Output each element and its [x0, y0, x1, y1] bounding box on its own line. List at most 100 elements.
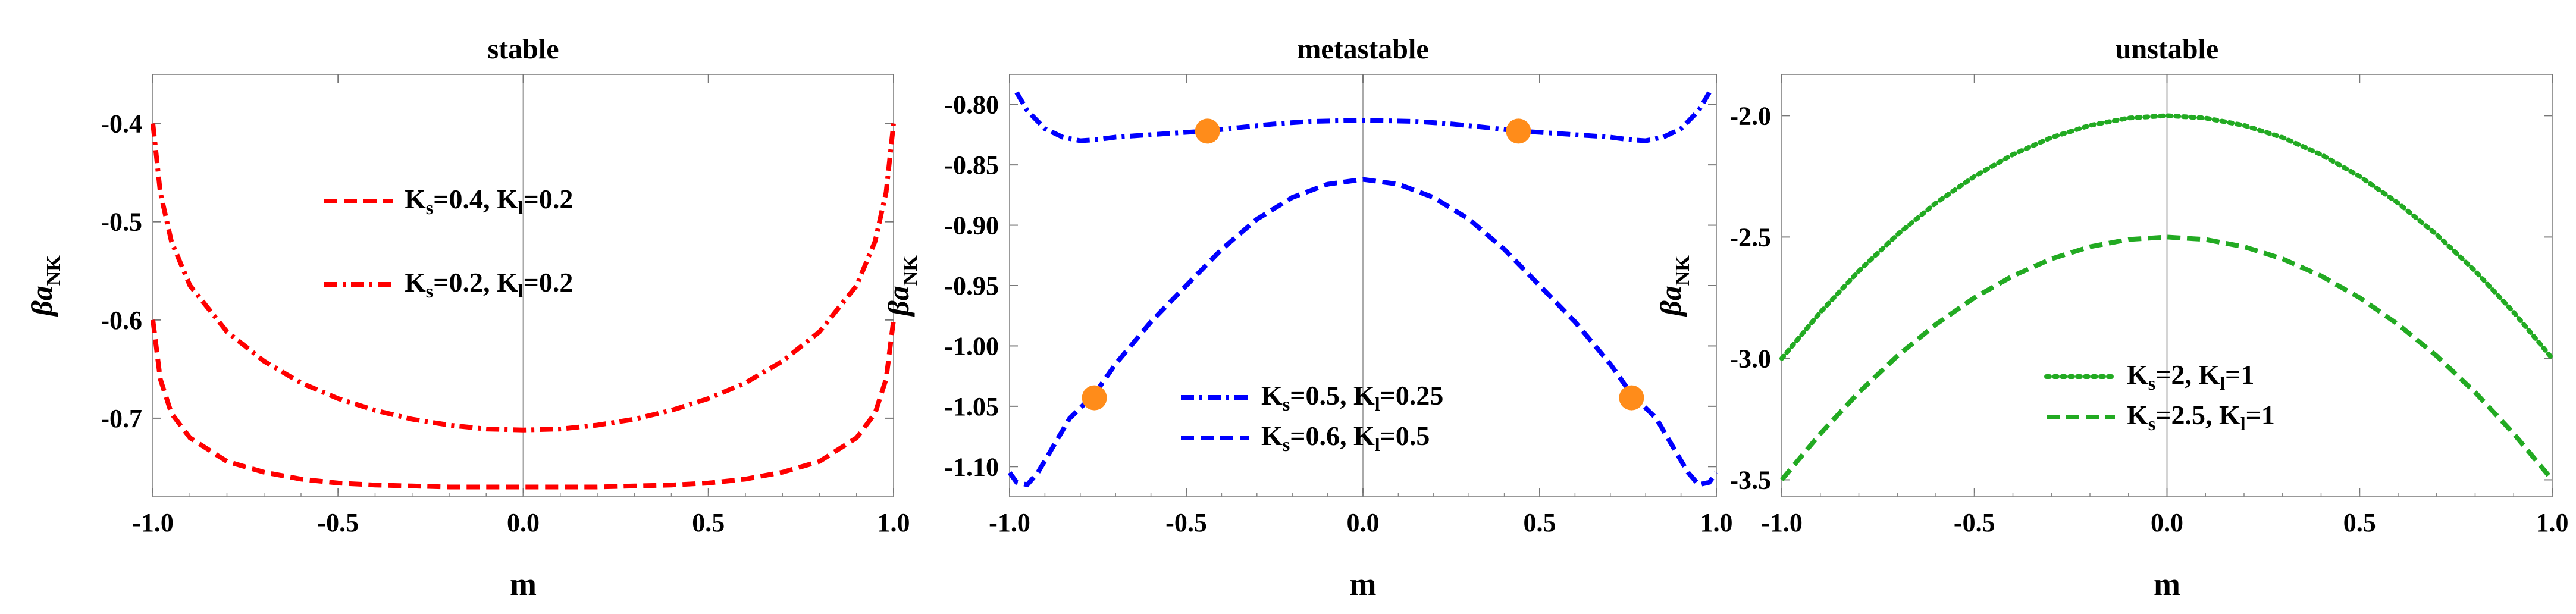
panel-1: stable -1.0 -0.5 0.0 0.5 1.0 -0.4 -0.5 -0.6 -0.7 m…	[25, 33, 910, 602]
y-axis-label: βaNK	[25, 255, 65, 317]
x-tick-label: 1.0	[1700, 508, 1733, 537]
legend-label-part: K	[2127, 400, 2148, 430]
x-tick-label: 0.0	[2151, 508, 2183, 537]
legend-label-part: l	[1375, 393, 1380, 415]
legend-label: Ks=2.5, Kl=1	[2127, 400, 2275, 434]
series-line-2	[1779, 234, 2555, 481]
x-tick-label: 0.5	[692, 508, 725, 537]
x-tick-label: 0.5	[2343, 508, 2376, 537]
legend-label-part: s	[1283, 393, 1290, 415]
marker-point	[1619, 385, 1644, 411]
legend-label-part: =0.6,	[1290, 421, 1353, 451]
series-line-1	[1014, 91, 1712, 143]
x-tick-label: 1.0	[878, 508, 910, 537]
series-line-1	[1779, 113, 2555, 361]
y-axis-label-main: βa	[25, 286, 58, 317]
legend-label: Ks=0.2, Kl=0.2	[405, 267, 573, 302]
legend-label-part: =0.4,	[433, 184, 497, 214]
marker-point	[1506, 118, 1531, 144]
legend-label-part: K	[2198, 359, 2220, 390]
legend-label-part: K	[1261, 421, 1283, 451]
marker-point	[1082, 385, 1107, 411]
x-tick-label: -1.0	[132, 508, 174, 537]
series-line-2	[151, 123, 896, 433]
legend-label-part: K	[1353, 421, 1375, 451]
x-tick-label: -0.5	[317, 508, 359, 537]
y-tick-label: -1.10	[944, 452, 999, 481]
legend-label-part: s	[426, 197, 433, 218]
legend-label-part: =0.25	[1380, 380, 1444, 411]
legend-label-part: =2.5,	[2155, 400, 2219, 430]
y-axis-label: βaNK	[1654, 255, 1694, 317]
legend-label-part: K	[405, 267, 426, 297]
legend-label-part: =0.5	[1380, 421, 1430, 451]
legend-label-part: l	[518, 280, 524, 302]
chart-title: metastable	[1297, 33, 1428, 65]
legend-label-part: K	[2219, 400, 2240, 430]
legend-label: Ks=0.6, Kl=0.5	[1261, 421, 1430, 455]
legend-label-part: l	[2220, 372, 2225, 394]
y-tick-label: -0.4	[101, 109, 142, 139]
y-tick-label: -3.5	[1729, 465, 1771, 494]
legend-label-part: K	[497, 184, 518, 214]
y-tick-label: -2.0	[1729, 101, 1771, 130]
x-tick-label: -0.5	[1954, 508, 1995, 537]
legend-label: Ks=0.4, Kl=0.2	[405, 184, 573, 218]
y-tick-label: -0.85	[944, 151, 999, 180]
y-tick-label: -3.0	[1729, 344, 1771, 373]
x-tick-label: -1.0	[989, 508, 1030, 537]
legend-label-part: K	[2127, 359, 2148, 390]
legend-label: Ks=0.5, Kl=0.25	[1261, 380, 1443, 415]
panel-2: metastable -1.0 -0.5 0.0 0.5 1.0 -0.80 -0.85 -0.…	[882, 33, 1733, 602]
legend-label-part: l	[2240, 413, 2246, 434]
legend-label: Ks=2, Kl=1	[2127, 359, 2254, 394]
series-line-1	[151, 319, 896, 490]
y-tick-label: -0.80	[944, 90, 999, 120]
legend-label-part: =0.2,	[433, 267, 497, 297]
panel-3: unstable -1.0 -0.5 0.0 0.5 1.0 -2.0 -2.5 -3.0 -3.…	[1654, 33, 2569, 602]
x-tick-label: -1.0	[1761, 508, 1803, 537]
legend-label-part: s	[1283, 434, 1290, 455]
chart-title: stable	[488, 33, 559, 65]
x-tick-label: 0.0	[1347, 508, 1380, 537]
x-axis-label: m	[510, 566, 537, 602]
legend-label-part: K	[1261, 380, 1283, 411]
y-axis-label-main: βa	[882, 286, 915, 317]
legend-label-part: s	[2148, 372, 2155, 394]
y-tick-label: -0.90	[944, 211, 999, 240]
x-axis-label: m	[2154, 566, 2180, 602]
y-axis-label-sub: NK	[43, 255, 65, 286]
legend-label-part: =2,	[2155, 359, 2198, 390]
x-tick-label: 0.5	[1524, 508, 1556, 537]
legend-label-part: K	[497, 267, 518, 297]
x-tick-label: 0.0	[507, 508, 540, 537]
legend-label-part: l	[518, 197, 524, 218]
legend-label-part: =1	[2225, 359, 2254, 390]
series-line-2	[1007, 177, 1719, 488]
marker-point	[1195, 118, 1220, 144]
y-axis-label-main: βa	[1654, 286, 1687, 317]
y-tick-label: -1.00	[944, 331, 999, 361]
legend-label-part: K	[405, 184, 426, 214]
y-tick-label: -0.7	[101, 404, 142, 433]
y-axis-label: βaNK	[882, 255, 922, 317]
y-tick-label: -0.95	[944, 271, 999, 300]
y-tick-label: -0.6	[101, 306, 142, 335]
y-tick-label: -1.05	[944, 392, 999, 421]
legend-label-part: =0.2	[524, 267, 574, 297]
legend-label-part: K	[1353, 380, 1375, 411]
y-axis-label-sub: NK	[900, 255, 922, 286]
legend-label-part: l	[1375, 434, 1380, 455]
x-axis-label: m	[1350, 566, 1377, 602]
y-tick-label: -2.5	[1729, 223, 1771, 252]
legend-label-part: s	[2148, 413, 2155, 434]
chart-title: unstable	[2116, 33, 2218, 65]
y-tick-label: -0.5	[101, 208, 142, 237]
legend-label-part: =0.2	[524, 184, 574, 214]
y-axis-label-sub: NK	[1672, 255, 1694, 286]
legend-label-part: =1	[2246, 400, 2275, 430]
x-tick-label: -0.5	[1165, 508, 1207, 537]
x-tick-label: 1.0	[2536, 508, 2569, 537]
legend-label-part: s	[426, 280, 433, 302]
